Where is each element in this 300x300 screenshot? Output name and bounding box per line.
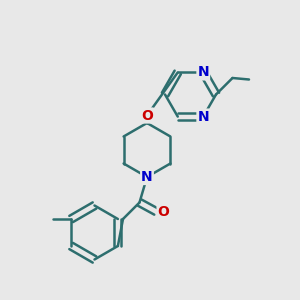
Text: O: O — [158, 205, 169, 218]
Text: N: N — [197, 65, 209, 80]
Text: N: N — [197, 110, 209, 124]
Text: O: O — [141, 109, 153, 122]
Text: N: N — [141, 170, 153, 184]
